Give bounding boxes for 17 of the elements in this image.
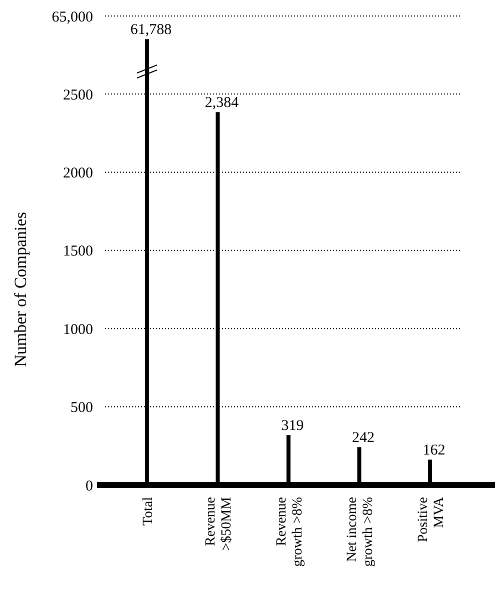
y-tick-label: 0 [86, 478, 93, 494]
y-tick-label: 1000 [63, 322, 93, 338]
data-label: 162 [422, 442, 446, 459]
y-tick-label: 2000 [63, 165, 93, 182]
x-tick-label: Revenue growth >8% [274, 496, 306, 567]
data-label: 242 [352, 430, 374, 446]
x-tick-label: Revenue >$50MM [204, 496, 235, 551]
data-label: 319 [281, 418, 304, 434]
y-tick-label: 65,000 [52, 9, 93, 26]
y-tick-label: 2500 [63, 87, 93, 104]
x-tick-label: Total [140, 496, 156, 526]
data-label: 61,788 [130, 22, 172, 38]
x-tick-label: Positive MVA [416, 496, 447, 542]
y-tick-label: 500 [70, 400, 93, 416]
data-label: 2,384 [204, 95, 240, 112]
y-axis-title: Number of Companies [11, 212, 30, 367]
y-tick-label: 1500 [63, 244, 93, 260]
